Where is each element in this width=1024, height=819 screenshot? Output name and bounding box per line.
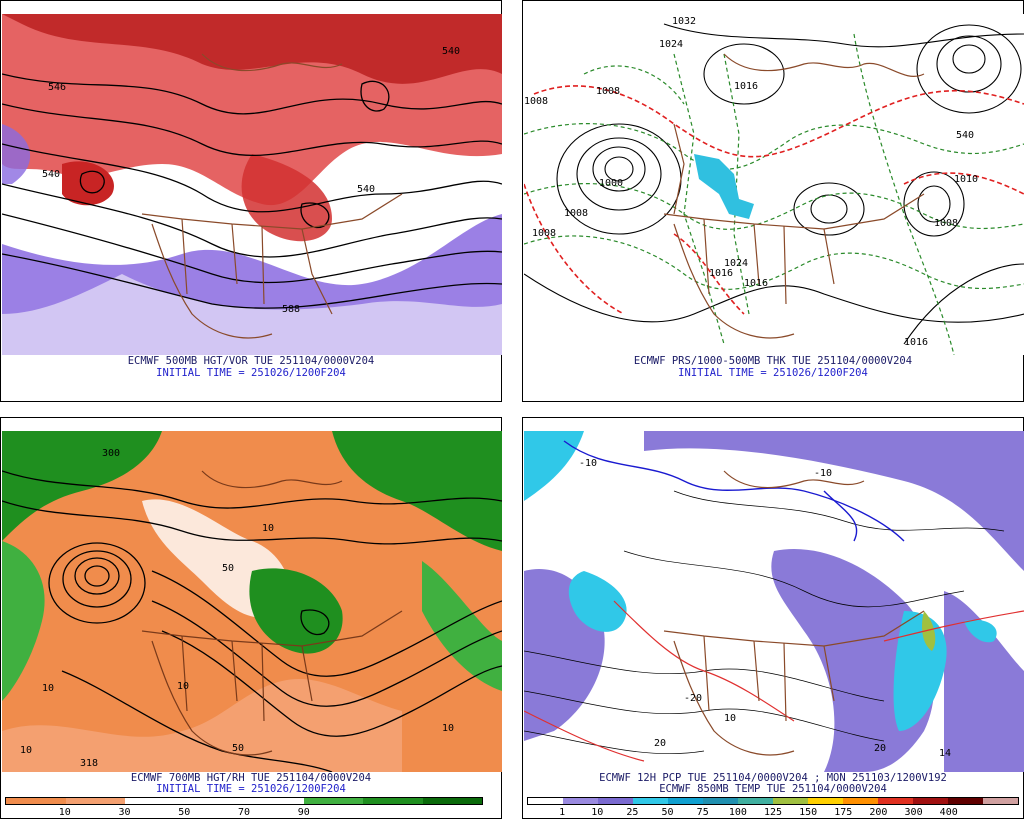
temp-label-5: 10 xyxy=(724,713,736,724)
colorbar-swatch xyxy=(6,798,66,804)
initial-time-pressure: INITIAL TIME = 251026/1200F204 xyxy=(678,367,868,379)
isobar-label-14: 1016 xyxy=(904,337,928,348)
rh-label-7: 50 xyxy=(232,743,244,754)
map-500mb-vorticity: 540 540 588 546 540 xyxy=(2,14,502,355)
contour-label-4: 546 xyxy=(48,82,66,93)
colorbar-tick-label: 30 xyxy=(118,807,131,818)
colorbar-tick-label: 125 xyxy=(763,807,783,818)
colorbar-swatch xyxy=(244,798,304,804)
panel-pressure-thickness: 1032 1024 1008 1000 1008 1016 1024 1016 … xyxy=(522,0,1024,402)
colorbar-swatch xyxy=(878,798,913,804)
contour-label-5: 540 xyxy=(357,184,375,195)
contour-label-3: 588 xyxy=(282,304,300,315)
precip-region-north xyxy=(644,431,1024,571)
colorbar-swatch xyxy=(668,798,703,804)
colorbar-swatch xyxy=(65,798,125,804)
rh-label-5: 10 xyxy=(442,723,454,734)
colorbar-swatch xyxy=(184,798,244,804)
colorbar-tick-label: 50 xyxy=(178,807,191,818)
isobar-label-3: 1008 xyxy=(596,86,620,97)
isobar-label-4: 1000 xyxy=(599,178,623,189)
caption-850mb: ECMWF 850MB TEMP TUE 251104/0000V204 xyxy=(659,783,887,795)
rh-label-4: 50 xyxy=(222,563,234,574)
colorbar-tick-label: 175 xyxy=(834,807,853,818)
rh-colorbar-ticks: 10 30 50 70 90 xyxy=(5,807,483,819)
map-700mb-rh: 10 10 318 10 50 10 10 50 300 xyxy=(2,431,502,772)
colorbar-swatch xyxy=(303,798,363,804)
colorbar-tick-label: 90 xyxy=(297,807,310,818)
isobar-label-1: 1032 xyxy=(672,16,696,27)
colorbar-swatch xyxy=(125,798,185,804)
colorbar-tick-label: 10 xyxy=(591,807,604,818)
panel-700mb-rh: 10 10 318 10 50 10 10 50 300 ECMWF 700MB… xyxy=(0,417,502,819)
colorbar-tick-label: 300 xyxy=(904,807,923,818)
colorbar-tick-label: 25 xyxy=(626,807,639,818)
precip-colorbar xyxy=(527,797,1019,805)
contour-label-2: 540 xyxy=(442,46,460,57)
isobar-label-6: 1016 xyxy=(734,81,758,92)
contour-label-1: 540 xyxy=(42,169,60,180)
caption-pressure: ECMWF PRS/1000-500MB THK TUE 251104/0000… xyxy=(633,355,913,367)
initial-time-500mb: INITIAL TIME = 251026/1200F204 xyxy=(156,367,346,379)
map-pressure-thickness: 1032 1024 1008 1000 1008 1016 1024 1016 … xyxy=(524,14,1024,355)
colorbar-swatch xyxy=(808,798,843,804)
colorbar-tick-label: 1 xyxy=(559,807,566,818)
colorbar-tick-label: 150 xyxy=(799,807,818,818)
rh-colorbar xyxy=(5,797,483,805)
rh-label-2: 10 xyxy=(177,681,189,692)
caption-500mb: ECMWF 500MB HGT/VOR TUE 251104/0000V204 xyxy=(127,355,375,367)
caption-700mb: ECMWF 700MB HGT/RH TUE 251104/0000V204 xyxy=(130,772,372,784)
initial-time-700mb: INITIAL TIME = 251026/1200F204 xyxy=(156,783,346,795)
rh-label-1: 10 xyxy=(20,745,32,756)
colorbar-tick-label: 400 xyxy=(939,807,958,818)
isobar-label-13: 1010 xyxy=(954,174,978,185)
colorbar-swatch xyxy=(773,798,808,804)
colorbar-swatch xyxy=(563,798,598,804)
colorbar-swatch xyxy=(738,798,773,804)
isobar-label-8: 1016 xyxy=(709,268,733,279)
colorbar-tick-label: 10 xyxy=(58,807,71,818)
thickness-label-540: 540 xyxy=(956,130,974,141)
rh-label-6: 10 xyxy=(42,683,54,694)
colorbar-tick-label: 75 xyxy=(696,807,709,818)
colorbar-swatch xyxy=(528,798,563,804)
isobar-label-2: 1024 xyxy=(659,39,683,50)
panel-precip-850mb: -10 -10 -20 20 10 20 14 ECMWF 12H PCP TU… xyxy=(522,417,1024,819)
isobar-label-7: 1024 xyxy=(724,258,748,269)
temp-label-7: 14 xyxy=(939,748,951,759)
colorbar-swatch xyxy=(948,798,983,804)
height-label-300: 300 xyxy=(102,448,120,459)
colorbar-tick-label: 50 xyxy=(661,807,674,818)
isobar-label-5: 1008 xyxy=(564,208,588,219)
colorbar-swatch xyxy=(598,798,633,804)
colorbar-tick-label: 200 xyxy=(869,807,888,818)
rh-label-3: 10 xyxy=(262,523,274,534)
precip-colorbar-ticks: 1 10 25 50 75 100 125 150 175 200 300 400 xyxy=(527,807,1019,819)
colorbar-swatch xyxy=(703,798,738,804)
temp-label-6: 20 xyxy=(874,743,886,754)
temp-label-1: -10 xyxy=(579,458,597,469)
temp-label-2: -10 xyxy=(814,468,832,479)
colorbar-tick-label: 100 xyxy=(728,807,747,818)
colorbar-swatch xyxy=(983,798,1018,804)
colorbar-tick-label: 70 xyxy=(237,807,251,818)
colorbar-swatch xyxy=(913,798,948,804)
panel-500mb-vorticity: 540 540 588 546 540 ECMWF 500MB HGT/VOR … xyxy=(0,0,502,402)
isobar-label-9: 1016 xyxy=(744,278,768,289)
temp-label-4: 20 xyxy=(654,738,666,749)
isobar-label-12: 1008 xyxy=(934,218,958,229)
colorbar-swatch xyxy=(843,798,878,804)
map-precip-850mb: -10 -10 -20 20 10 20 14 xyxy=(524,431,1024,772)
isobar-label-11: 1008 xyxy=(532,228,556,239)
isobar-label-10: 1008 xyxy=(524,96,548,107)
caption-precip: ECMWF 12H PCP TUE 251104/0000V204 ; MON … xyxy=(599,772,947,784)
colorbar-swatch xyxy=(363,798,423,804)
colorbar-swatch xyxy=(633,798,668,804)
temp-label-3: -20 xyxy=(684,693,702,704)
colorbar-swatch xyxy=(422,798,482,804)
height-label-318: 318 xyxy=(80,758,98,769)
